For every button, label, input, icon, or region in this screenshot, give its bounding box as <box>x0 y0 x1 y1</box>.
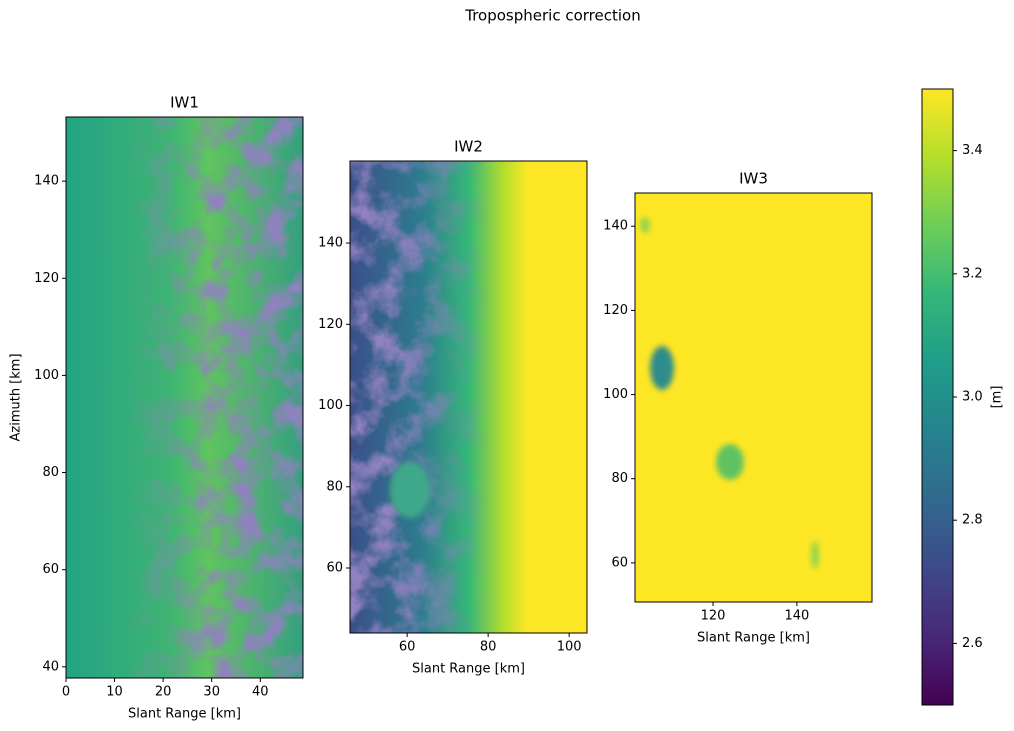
x-tick-label: 0 <box>62 685 70 700</box>
axes-frame <box>349 160 588 634</box>
heatmap-image <box>350 161 587 633</box>
y-tick-label: 120 <box>603 303 628 318</box>
axes-title: IW3 <box>739 170 768 188</box>
y-tick-label: 80 <box>326 479 343 494</box>
x-axis-label: Slant Range [km] <box>412 662 525 677</box>
x-tick-label: 80 <box>480 640 497 655</box>
y-tick-label: 140 <box>603 219 628 234</box>
y-tick-label: 140 <box>318 236 343 251</box>
axes-frame <box>65 116 304 679</box>
y-tick-label: 60 <box>326 561 343 576</box>
colorbar <box>922 89 953 705</box>
y-tick-label: 60 <box>611 555 628 570</box>
x-tick-label: 140 <box>785 609 810 624</box>
y-tick-label: 120 <box>34 271 59 286</box>
colorbar-tick-label: 3.0 <box>962 390 983 405</box>
x-tick-label: 20 <box>155 685 172 700</box>
x-tick-label: 60 <box>399 640 416 655</box>
axes-frame <box>634 192 873 603</box>
y-tick-label: 100 <box>34 368 59 383</box>
x-axis-label: Slant Range [km] <box>697 631 810 646</box>
heatmap-image <box>66 117 303 678</box>
x-tick-label: 10 <box>106 685 123 700</box>
axes-title: IW1 <box>170 94 199 112</box>
axes-title: IW2 <box>454 138 483 156</box>
colorbar-tick-label: 2.6 <box>962 636 983 651</box>
x-tick-label: 100 <box>557 640 582 655</box>
colorbar-tick-label: 3.4 <box>962 143 983 158</box>
x-axis-label: Slant Range [km] <box>128 707 241 722</box>
heatmap-image <box>635 193 872 602</box>
figure-title: Tropospheric correction <box>464 7 640 25</box>
colorbar-tick-label: 3.2 <box>962 266 983 281</box>
y-tick-label: 40 <box>42 659 59 674</box>
y-tick-label: 80 <box>42 465 59 480</box>
x-tick-label: 40 <box>252 685 269 700</box>
y-tick-label: 80 <box>611 471 628 486</box>
colorbar-label: [m] <box>990 386 1005 409</box>
colorbar-tick-label: 2.8 <box>962 513 983 528</box>
y-tick-label: 140 <box>34 174 59 189</box>
x-tick-label: 30 <box>203 685 220 700</box>
x-tick-label: 120 <box>701 609 726 624</box>
y-tick-label: 100 <box>318 398 343 413</box>
y-tick-label: 120 <box>318 317 343 332</box>
y-axis-label: Azimuth [km] <box>9 353 24 441</box>
y-tick-label: 60 <box>42 562 59 577</box>
y-tick-label: 100 <box>603 387 628 402</box>
